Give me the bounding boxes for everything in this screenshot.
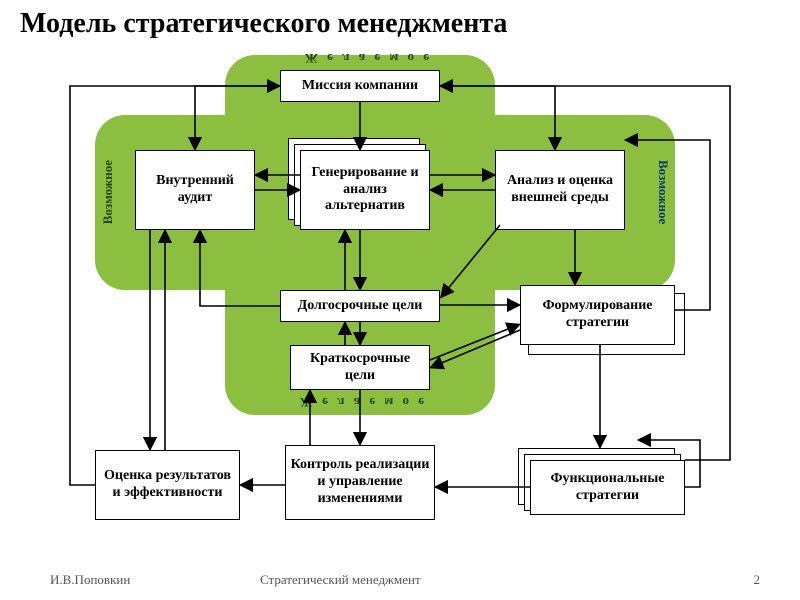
node-gen-analysis: Генерирование и анализ альтернатив [300,150,430,230]
node-mission: Миссия компании [280,70,440,102]
label-desired-bottom: Ж е л а е м о е [300,394,427,410]
node-control: Контроль реализации и управление изменен… [285,445,435,520]
page-title: Модель стратегического менеджмента [20,8,507,40]
label-possible-right: Возможное [655,160,671,224]
footer-subject: Стратегический менеджмент [260,572,421,588]
node-strategy: Формулирование стратегии [520,285,675,345]
node-short-goals: Краткосрочные цели [290,345,430,390]
label-possible-left: Возможное [100,160,116,224]
node-functional: Функциональные стратегии [530,460,685,515]
node-ext-analysis: Анализ и оценка внешней среды [495,150,625,230]
footer-author: И.В.Поповкин [50,572,130,588]
node-internal-audit: Внутренний аудит [135,150,255,230]
label-desired-top: Ж е л а е м о е [305,50,432,66]
footer-page: 2 [754,572,761,588]
node-long-goals: Долгосрочные цели [280,290,440,322]
node-eval: Оценка результатов и эффективности [95,450,240,520]
